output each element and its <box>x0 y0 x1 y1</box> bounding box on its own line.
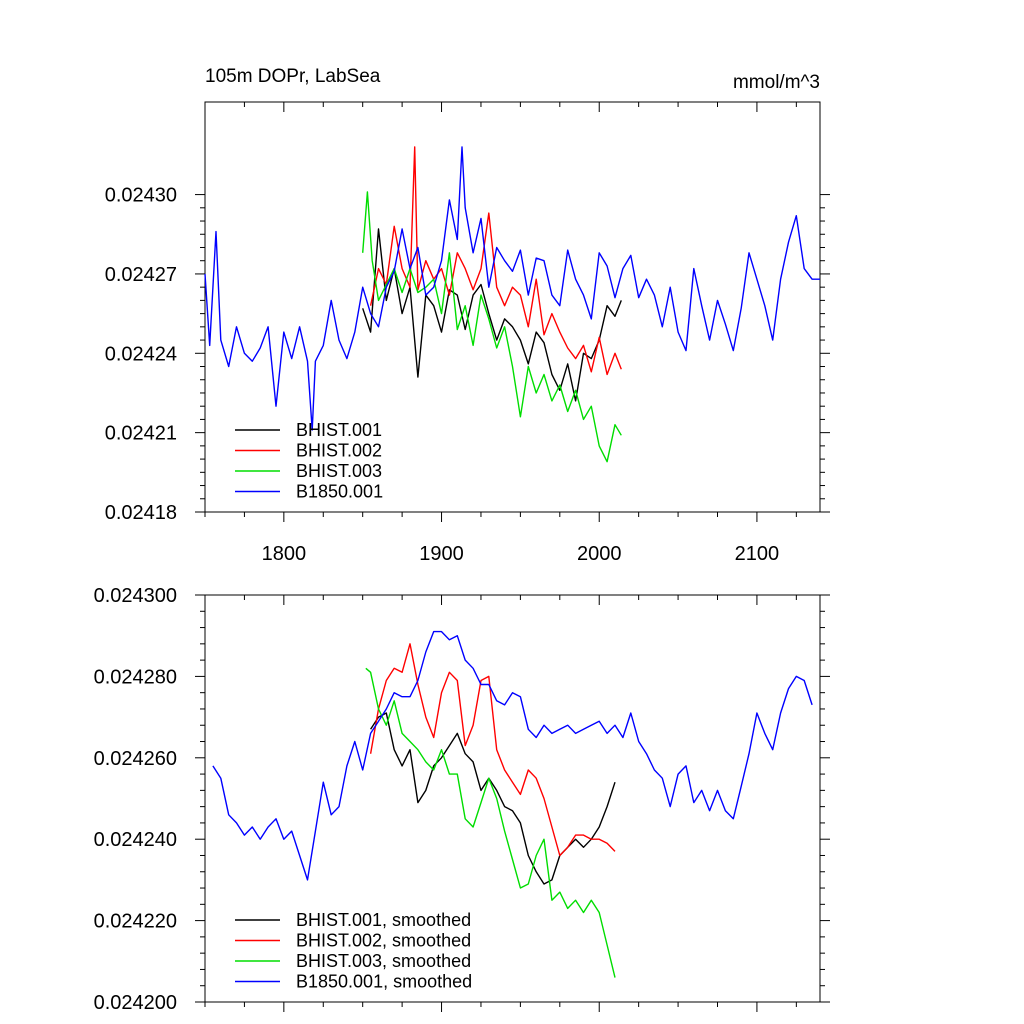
series-line-bhist-002-smoothed <box>369 643 616 857</box>
y-tick-label: 0.02427 <box>105 264 177 286</box>
top-chart-panel: 0.02418 0.02421 0.02424 0.02427 0.02430 1800 1… <box>105 66 830 565</box>
legend-label: BHIST.001 <box>296 420 382 440</box>
series-line-bhist-003-smoothed <box>365 667 616 978</box>
series-line-bhist-001 <box>362 228 622 402</box>
legend-label: B1850.001 <box>296 482 383 502</box>
series-line-b1850-001 <box>204 146 820 431</box>
units-label: mmol/m^3 <box>733 72 820 93</box>
legend-label: BHIST.001, smoothed <box>296 910 471 930</box>
chart-title: 105m DOPr, LabSea <box>205 66 381 87</box>
legend-label: B1850.001, smoothed <box>296 972 472 992</box>
series-line-bhist-003 <box>362 191 622 463</box>
plot-frame <box>204 594 821 1003</box>
series-line-bhist-001-smoothed <box>370 712 616 885</box>
legend-label: BHIST.003, smoothed <box>296 951 471 971</box>
x-tick-label: 1800 <box>262 543 307 565</box>
legend-label: BHIST.002, smoothed <box>296 931 471 951</box>
legend-label: BHIST.002 <box>296 441 382 461</box>
y-tick-label: 0.02430 <box>105 185 177 207</box>
y-tick-label: 0.024240 <box>94 829 177 851</box>
y-tick-label: 0.024220 <box>94 911 177 933</box>
y-tick-label: 0.02424 <box>105 343 177 365</box>
series-line-bhist-002 <box>369 146 622 376</box>
y-tick-label: 0.024200 <box>94 992 177 1014</box>
legend-label: BHIST.003 <box>296 461 382 481</box>
x-tick-label: 1900 <box>419 543 464 565</box>
y-tick-label: 0.024260 <box>94 748 177 770</box>
series-line-b1850-001-smoothed <box>212 630 813 881</box>
bottom-chart-panel: 0.024200 0.024220 0.024240 0.024260 0.024280… <box>94 585 830 1014</box>
y-tick-label: 0.024300 <box>94 585 177 607</box>
plot-frame <box>204 101 821 513</box>
x-tick-label: 2000 <box>577 543 622 565</box>
y-tick-label: 0.024280 <box>94 666 177 688</box>
y-tick-label: 0.02418 <box>105 502 177 524</box>
x-tick-label: 2100 <box>735 543 780 565</box>
y-tick-label: 0.02421 <box>105 423 177 445</box>
